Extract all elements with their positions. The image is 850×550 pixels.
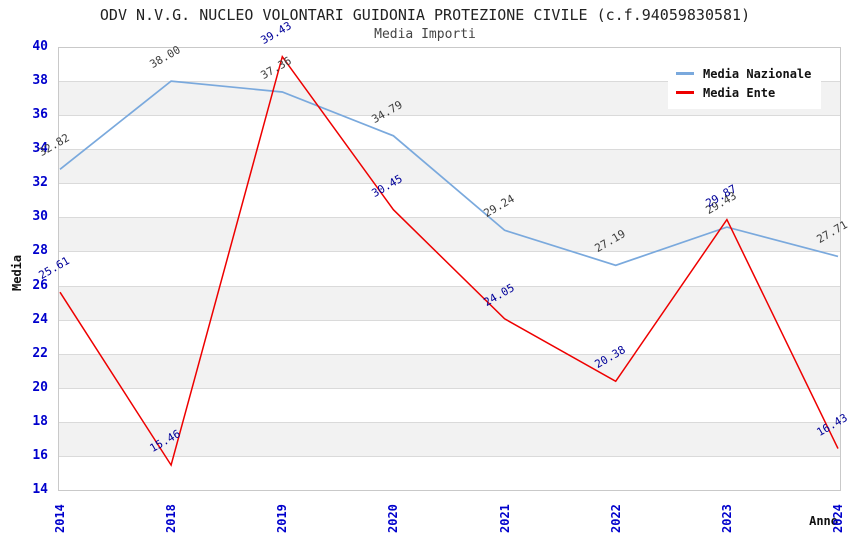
background-band	[58, 149, 840, 184]
gridline	[58, 455, 840, 457]
y-tick-label: 22	[32, 345, 48, 361]
gridline	[58, 421, 840, 423]
y-tick-label: 14	[32, 482, 48, 497]
chart-title: ODV N.V.G. NUCLEO VOLONTARI GUIDONIA PRO…	[99, 6, 751, 24]
y-tick-label: 26	[32, 277, 48, 293]
gridline	[58, 115, 840, 117]
background-band	[58, 421, 840, 456]
axis-spine	[58, 47, 840, 48]
y-tick-label: 30	[32, 209, 48, 225]
gridline	[58, 285, 840, 287]
y-tick-label: 40	[32, 39, 48, 54]
gridline	[58, 319, 840, 321]
y-tick-label: 34	[32, 141, 48, 157]
legend-label: Media Nazionale	[703, 66, 812, 81]
chart-subtitle: Media Importi	[374, 27, 476, 42]
y-tick-label: 20	[32, 379, 48, 395]
y-tick-label: 32	[32, 175, 48, 191]
gridline	[58, 387, 840, 389]
y-tick-label: 18	[32, 413, 48, 429]
gridline	[58, 81, 840, 83]
axis-spine	[58, 47, 59, 490]
nazionale-line	[59, 80, 839, 267]
gridline	[58, 217, 840, 219]
legend-item-ente: Media Ente	[676, 83, 811, 102]
gridline	[58, 251, 840, 253]
legend-label: Media Ente	[703, 85, 776, 100]
y-tick-label: 36	[32, 107, 48, 123]
y-tick-label: 28	[32, 243, 48, 259]
background-band	[58, 285, 840, 320]
legend: Media Nazionale Media Ente	[668, 57, 822, 109]
nazionale-line-swatch-icon	[676, 72, 694, 75]
x-axis-label: Anno	[809, 514, 838, 528]
gridline	[58, 353, 840, 355]
axis-spine	[58, 490, 841, 491]
ente-line	[59, 54, 839, 467]
axis-spine	[840, 47, 841, 490]
ente-line-swatch-icon	[676, 91, 694, 94]
legend-item-nazionale: Media Nazionale	[676, 64, 811, 83]
gridline	[58, 149, 840, 151]
y-tick-label: 24	[32, 311, 48, 327]
y-tick-label: 38	[32, 73, 48, 89]
background-band	[58, 353, 840, 388]
y-tick-label: 16	[32, 447, 48, 463]
